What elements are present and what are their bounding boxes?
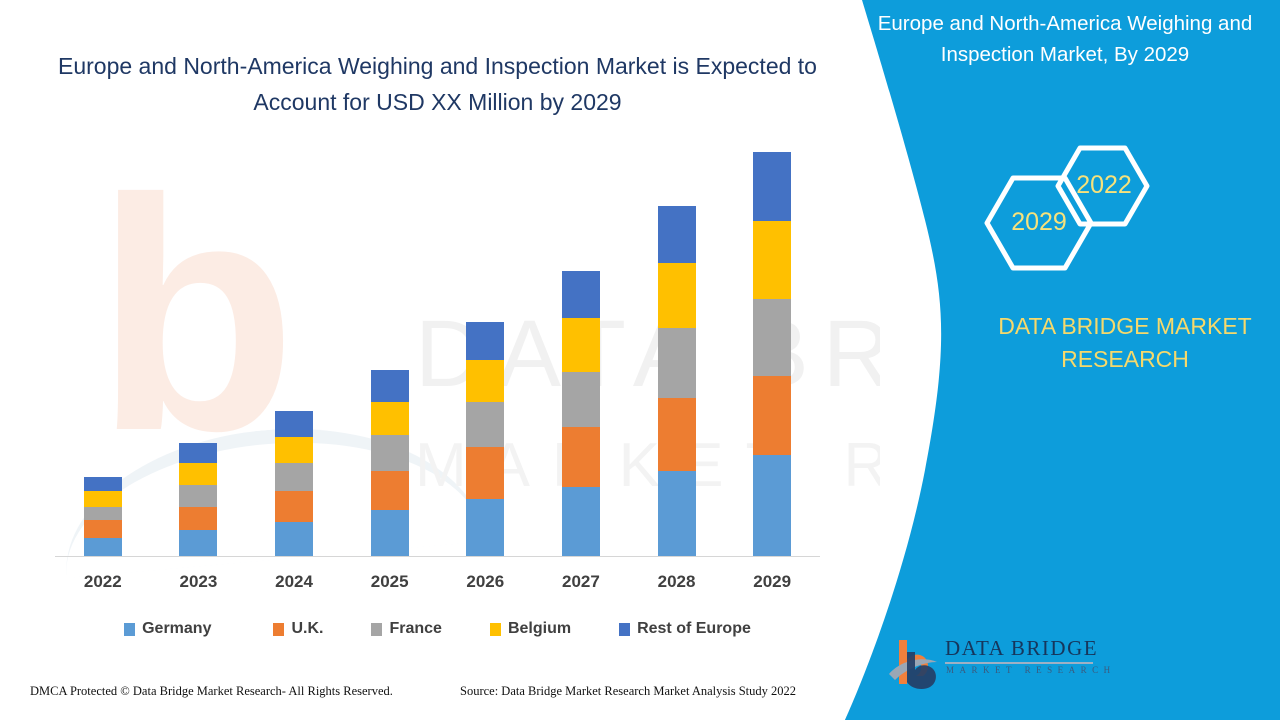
company-logo: DATA BRIDGE MARKET RESEARCH (885, 632, 1110, 694)
segment-belgium-2027[interactable] (561, 318, 600, 372)
legend-swatch-icon (371, 622, 383, 636)
legend-item-rest-of-europe[interactable]: Rest of Europe (619, 620, 751, 638)
legend-label: Germany (142, 620, 212, 637)
legend-swatch-icon (619, 622, 631, 636)
legend-item-germany[interactable]: Germany (124, 620, 211, 638)
legend-item-belgium[interactable]: Belgium (489, 620, 572, 638)
logo-b-navy (907, 652, 936, 690)
segment-germany-2027[interactable] (561, 486, 600, 556)
segment-germany-2025[interactable] (370, 510, 409, 556)
x-label-2022: 2022 (83, 572, 122, 591)
segment-belgium-2029[interactable] (753, 221, 792, 299)
segment-u-k--2024[interactable] (275, 490, 314, 523)
bar-2027[interactable] (561, 270, 600, 556)
x-label-2025: 2025 (370, 572, 409, 591)
brand-line-1: DATA BRIDGE MARKET (998, 313, 1252, 339)
page-title: Europe and North-America Weighing and In… (58, 53, 817, 115)
segment-rest-of-europe-2022[interactable] (83, 476, 122, 491)
segment-rest-of-europe-2028[interactable] (657, 205, 696, 263)
footer-copyright: DMCA Protected © Data Bridge Market Rese… (30, 684, 393, 698)
legend-item-france[interactable]: France (371, 620, 442, 638)
bar-2023[interactable] (179, 443, 218, 556)
x-axis-labels: 2022 2023 2024 2025 2026 2027 2028 2029 (55, 572, 820, 596)
segment-rest-of-europe-2029[interactable] (753, 152, 792, 222)
hexagon-2022-label: 2022 (1076, 171, 1132, 199)
legend-label: U.K. (291, 620, 324, 637)
legend-swatch-icon (489, 622, 501, 636)
legend-label: Rest of Europe (637, 620, 751, 637)
logo-swoosh (889, 659, 937, 680)
x-label-2028: 2028 (657, 572, 696, 591)
stacked-bar-chart (55, 152, 820, 560)
segment-germany-2029[interactable] (753, 455, 792, 556)
segment-germany-2022[interactable] (83, 538, 122, 556)
chart-legend: Germany U.K. France Belgium Rest of Europe (55, 616, 820, 642)
segment-belgium-2026[interactable] (466, 360, 505, 402)
segment-u-k--2028[interactable] (657, 397, 696, 471)
bar-2024[interactable] (275, 411, 314, 556)
segment-rest-of-europe-2023[interactable] (179, 443, 218, 463)
segment-germany-2023[interactable] (179, 530, 218, 556)
logo-title: DATA BRIDGE (945, 636, 1099, 660)
bar-2028[interactable] (657, 205, 696, 556)
segment-france-2029[interactable] (753, 298, 792, 376)
segment-germany-2024[interactable] (275, 522, 314, 556)
panel-title: Europe and North-America Weighing and In… (877, 12, 1253, 66)
segment-u-k--2025[interactable] (370, 470, 409, 511)
segment-rest-of-europe-2027[interactable] (561, 270, 600, 319)
bar-2025[interactable] (370, 369, 409, 556)
x-label-2027: 2027 (562, 572, 600, 591)
segment-belgium-2022[interactable] (83, 490, 122, 507)
segment-u-k--2023[interactable] (179, 506, 218, 531)
segment-u-k--2027[interactable] (561, 427, 600, 487)
brand-name: DATA BRIDGE MARKET RESEARCH (975, 310, 1275, 376)
legend-label: France (389, 620, 442, 637)
bar-2022[interactable] (83, 476, 122, 556)
legend-item-u-k-[interactable]: U.K. (273, 620, 323, 638)
x-label-2029: 2029 (753, 572, 792, 591)
brand-line-2: RESEARCH (1061, 346, 1189, 372)
segment-belgium-2028[interactable] (657, 263, 696, 329)
segment-u-k--2026[interactable] (466, 447, 505, 499)
legend-label: Belgium (507, 620, 572, 637)
segment-france-2022[interactable] (83, 506, 122, 521)
hexagon-group: 2029 2022 (975, 120, 1195, 280)
hexagon-2022-shape (1055, 145, 1150, 227)
segment-belgium-2023[interactable] (179, 462, 218, 485)
chart-plot-area (55, 152, 820, 557)
logo-subtitle: MARKET RESEARCH (946, 665, 1116, 675)
blue-panel-shape (845, 0, 1280, 720)
x-label-2024: 2024 (275, 572, 313, 591)
x-axis-line (55, 556, 820, 557)
segment-belgium-2024[interactable] (275, 437, 314, 463)
x-label-2026: 2026 (466, 572, 505, 591)
bar-2029[interactable] (753, 152, 792, 556)
x-label-2023: 2023 (179, 572, 218, 591)
segment-france-2023[interactable] (179, 484, 218, 507)
footer-source: Source: Data Bridge Market Research Mark… (460, 684, 797, 698)
logo-divider (945, 662, 1093, 664)
hexagon-2029-shape (984, 175, 1094, 271)
legend-swatch-icon (273, 622, 285, 636)
segment-rest-of-europe-2024[interactable] (275, 411, 314, 438)
segment-u-k--2029[interactable] (753, 375, 792, 456)
segment-belgium-2025[interactable] (370, 401, 409, 436)
segment-france-2027[interactable] (561, 371, 600, 428)
bar-2026[interactable] (466, 322, 505, 556)
legend-swatch-icon (124, 622, 136, 636)
segment-rest-of-europe-2026[interactable] (466, 322, 505, 361)
segment-france-2025[interactable] (370, 435, 409, 471)
segment-germany-2026[interactable] (466, 498, 505, 556)
segment-france-2028[interactable] (657, 328, 696, 398)
segment-france-2024[interactable] (275, 462, 314, 491)
segment-rest-of-europe-2025[interactable] (370, 369, 409, 402)
hexagon-2029-label: 2029 (1011, 208, 1067, 236)
segment-germany-2028[interactable] (657, 470, 696, 556)
segment-france-2026[interactable] (466, 401, 505, 448)
segment-u-k--2022[interactable] (83, 520, 122, 539)
